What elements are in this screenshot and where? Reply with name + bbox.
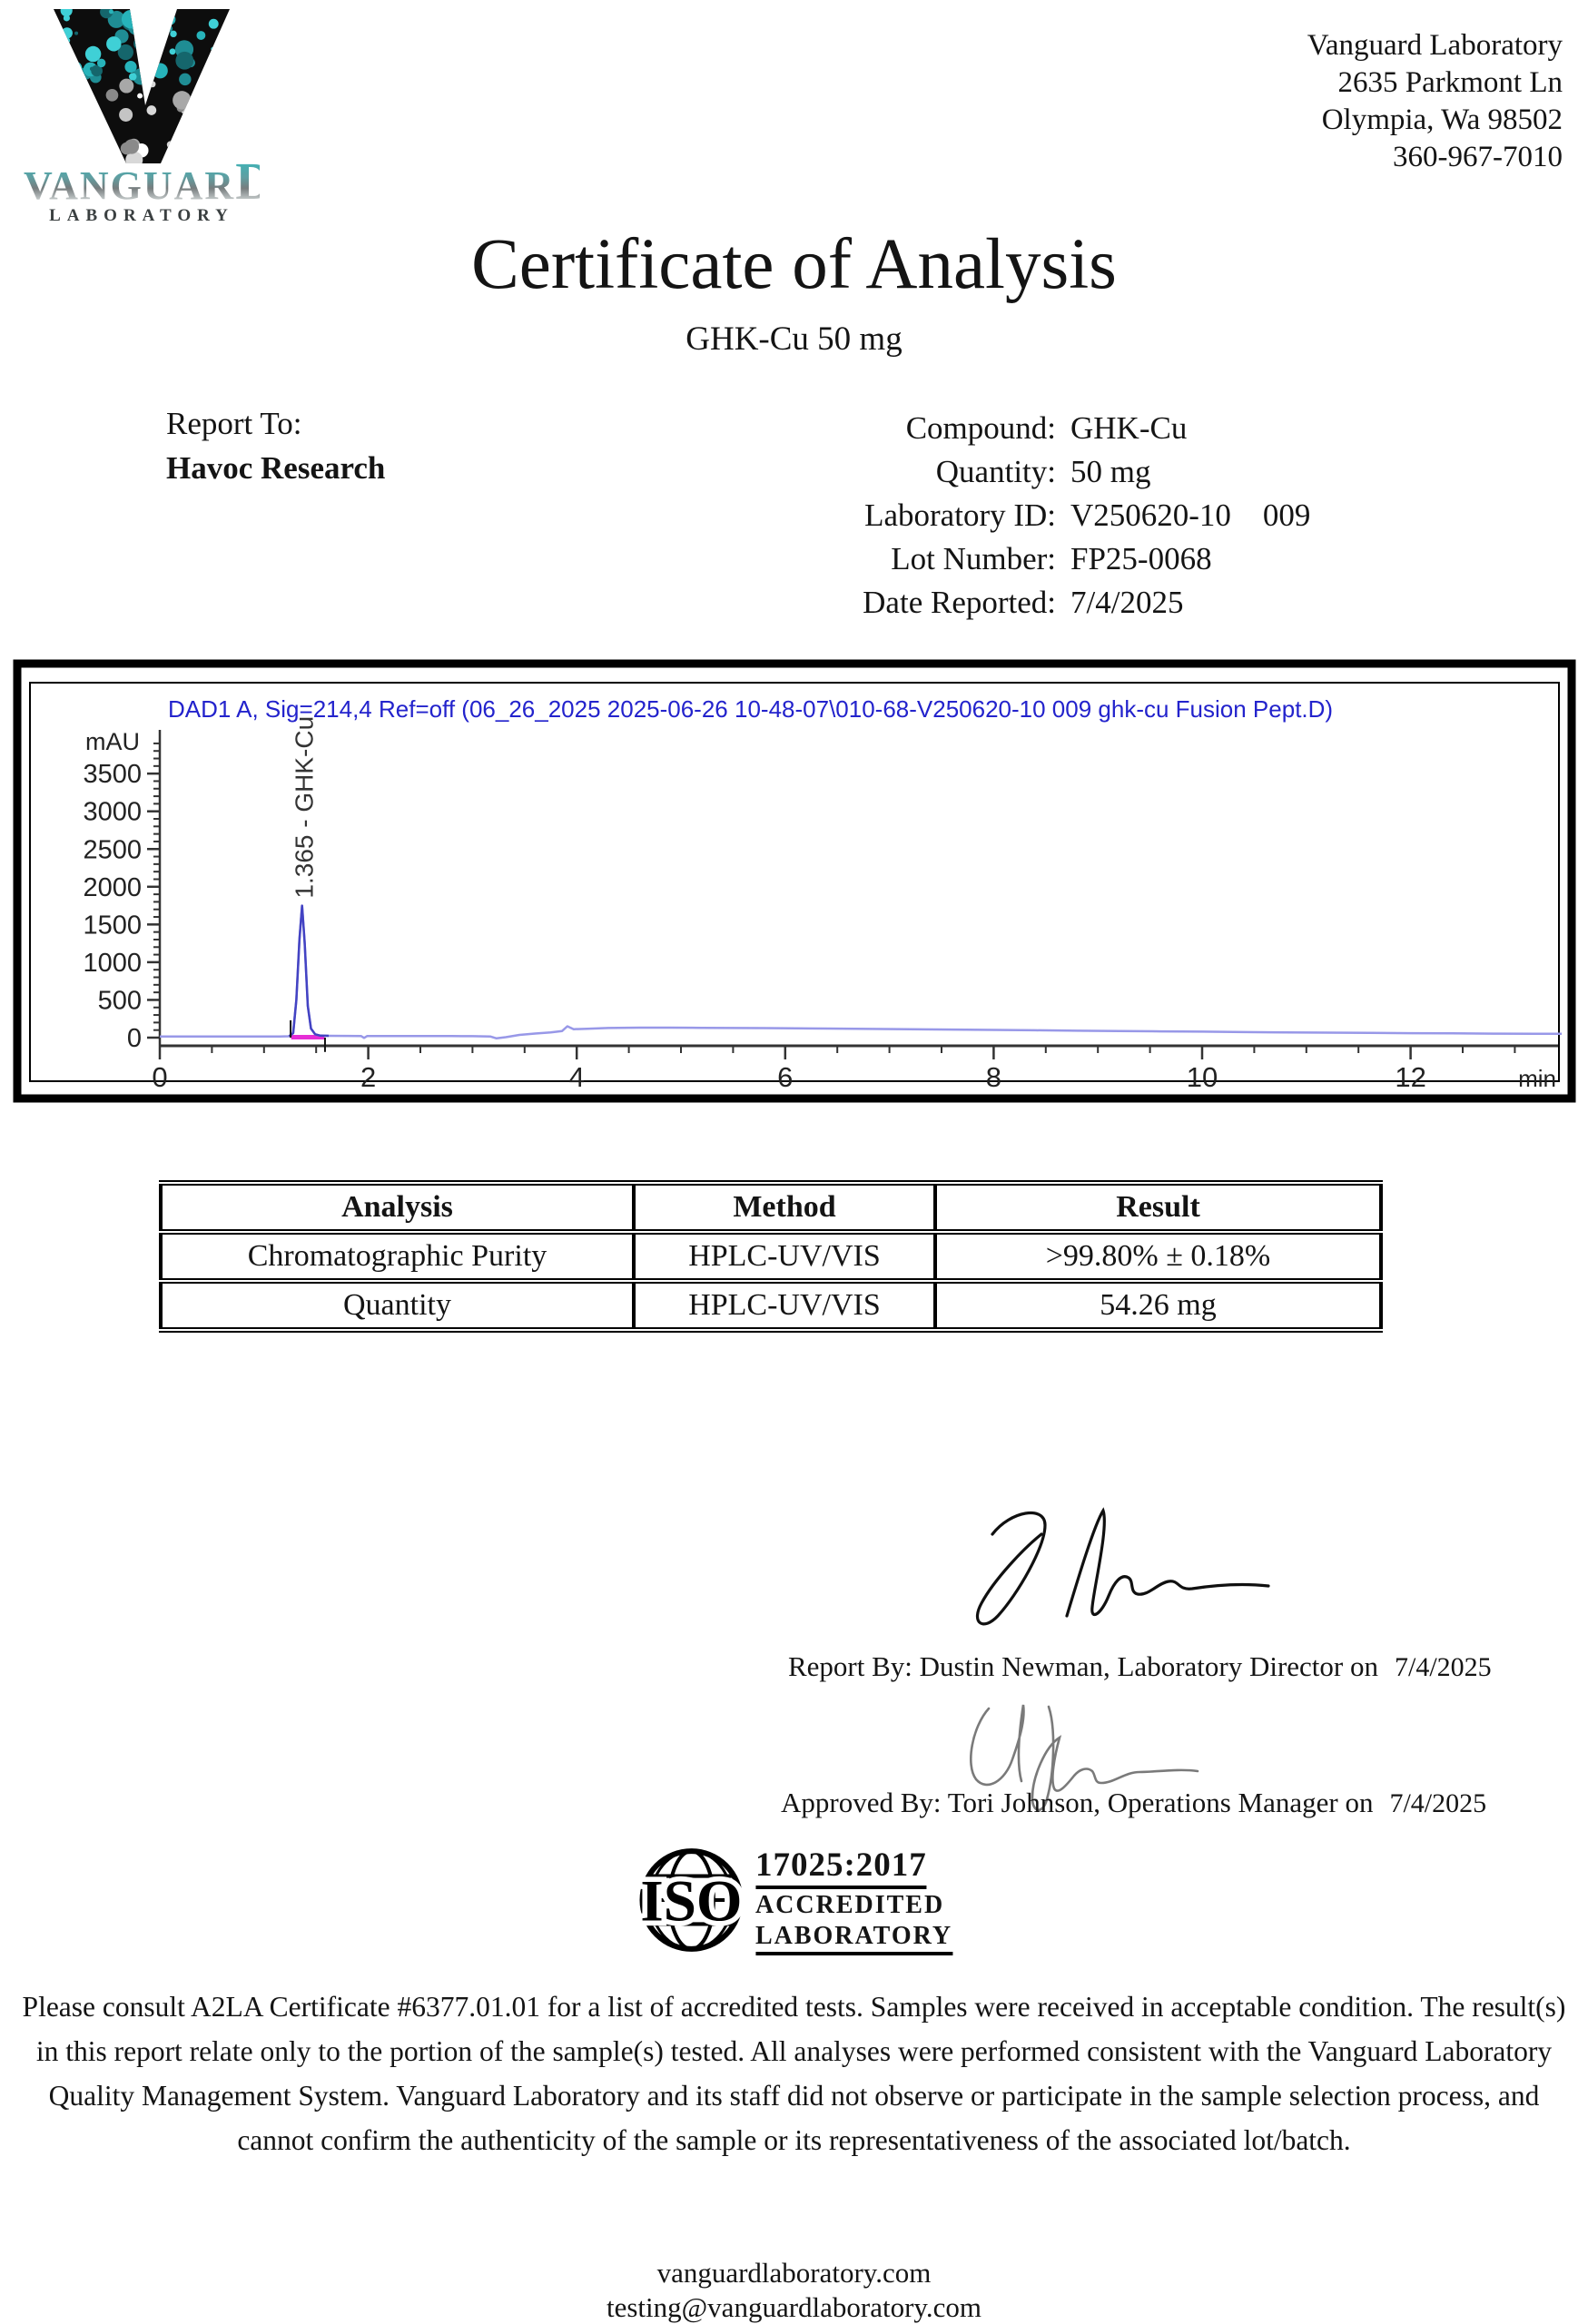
report-by-text: Report By: Dustin Newman, Laboratory Dir… — [788, 1650, 1378, 1682]
page-subtitle: GHK-Cu 50 mg — [686, 320, 902, 358]
svg-text:3500: 3500 — [83, 760, 142, 789]
svg-text:0: 0 — [127, 1024, 142, 1053]
report-date: 7/4/2025 — [1395, 1652, 1492, 1682]
detail-label: Compound: — [905, 410, 1056, 446]
svg-text:1500: 1500 — [83, 911, 142, 940]
svg-text:2000: 2000 — [83, 873, 142, 902]
page-title: Certificate of Analysis — [471, 225, 1117, 304]
detail-value: 50 mg — [1070, 454, 1151, 489]
detail-row: Lot Number: FP25-0068 — [0, 537, 1588, 581]
approved-date: 7/4/2025 — [1389, 1788, 1487, 1818]
peak-line — [288, 904, 330, 1038]
iso-accreditation: ISO 17025:2017 ACCREDITED LABORATORY — [636, 1845, 953, 1955]
svg-text:8: 8 — [986, 1061, 1001, 1093]
svg-text:1000: 1000 — [83, 949, 142, 978]
address-line: 360-967-7010 — [1393, 141, 1563, 173]
table-header-row: Analysis Method Result — [159, 1180, 1383, 1235]
chromatogram-frame: DAD1 A, Sig=214,4 Ref=off (06_26_2025 20… — [13, 659, 1576, 1103]
report-to-label: Report To: — [166, 406, 302, 441]
approved-signature — [970, 1704, 1199, 1812]
logo-wordmark: VANGUARD — [24, 152, 276, 211]
svg-text:500: 500 — [98, 986, 142, 1015]
svg-text:mAU: mAU — [85, 728, 140, 755]
report-signature — [975, 1507, 1270, 1626]
detail-row: Compound: GHK-Cu — [0, 407, 1588, 450]
trace-line — [160, 904, 1563, 1040]
detail-label: Lot Number: — [891, 541, 1056, 576]
detail-value: 7/4/2025 — [1070, 585, 1184, 620]
vanguard-logo: VANGUARD LABORATORY — [24, 5, 260, 226]
vanguard-v-icon — [54, 9, 230, 163]
svg-text:2500: 2500 — [83, 835, 142, 864]
svg-text:0: 0 — [152, 1061, 167, 1093]
address-line: Vanguard Laboratory — [1307, 29, 1563, 62]
iso-standard: 17025:2017 — [755, 1846, 927, 1889]
svg-text:12: 12 — [1395, 1061, 1425, 1093]
svg-text:4: 4 — [569, 1061, 585, 1093]
detail-label: Quantity: — [935, 454, 1056, 489]
approved-by-line: Approved By: Tori Johnson, Operations Ma… — [781, 1787, 1486, 1819]
client-name: Havoc Research — [166, 450, 386, 486]
iso-laboratory: LABORATORY — [755, 1922, 953, 1955]
chromatogram: DAD1 A, Sig=214,4 Ref=off (06_26_2025 20… — [13, 659, 1576, 1103]
svg-text:DAD1 A, Sig=214,4 Ref=off (06_: DAD1 A, Sig=214,4 Ref=off (06_26_2025 20… — [168, 695, 1333, 723]
address-line: 2635 Parkmont Ln — [1337, 66, 1563, 99]
header-method: Method — [632, 1180, 937, 1235]
detail-value: GHK-Cu — [1070, 410, 1188, 446]
detail-label: Date Reported: — [863, 585, 1056, 620]
cell-analysis: Quantity — [159, 1278, 636, 1333]
report-by-line: Report By: Dustin Newman, Laboratory Dir… — [788, 1650, 1492, 1683]
detail-row: Laboratory ID: V250620-10 009 — [0, 494, 1588, 537]
svg-text:ISO: ISO — [640, 1868, 742, 1934]
header-analysis: Analysis — [159, 1180, 636, 1235]
iso-accredited: ACCREDITED — [755, 1890, 945, 1919]
header-result: Result — [933, 1180, 1383, 1235]
cell-analysis: Chromatographic Purity — [159, 1229, 636, 1284]
svg-text:10: 10 — [1187, 1061, 1218, 1093]
detail-label: Laboratory ID: — [864, 497, 1056, 533]
lab-address-block: Vanguard Laboratory 2635 Parkmont Ln Oly… — [1307, 27, 1563, 176]
table-row: Quantity HPLC-UV/VIS 54.26 mg — [159, 1278, 1383, 1333]
svg-text:min: min — [1518, 1065, 1556, 1092]
detail-row: Quantity: 50 mg — [0, 450, 1588, 494]
iso-text-block: 17025:2017 ACCREDITED LABORATORY — [755, 1846, 953, 1955]
table-row: Chromatographic Purity HPLC-UV/VIS >99.8… — [159, 1229, 1383, 1284]
peak-label: 1.365 - GHK-Cu — [291, 716, 319, 899]
svg-text:2: 2 — [360, 1061, 376, 1093]
svg-text:6: 6 — [777, 1061, 793, 1093]
address-line: Olympia, Wa 98502 — [1321, 103, 1563, 136]
cell-result: >99.80% ± 0.18% — [933, 1229, 1383, 1284]
detail-row: Date Reported: 7/4/2025 — [0, 581, 1588, 625]
logo-subtitle: LABORATORY — [49, 206, 234, 225]
detail-value: V250620-10 009 — [1070, 497, 1311, 533]
cell-result: 54.26 mg — [933, 1278, 1383, 1333]
cell-method: HPLC-UV/VIS — [632, 1278, 937, 1333]
disclaimer-text: Please consult A2LA Certificate #6377.01… — [22, 1991, 1566, 2156]
website-link: vanguardlaboratory.com — [656, 2257, 932, 2289]
cell-method: HPLC-UV/VIS — [632, 1229, 937, 1284]
iso-globe-icon: ISO — [636, 1848, 746, 1952]
results-table: Analysis Method Result Chromatographic P… — [159, 1180, 1383, 1333]
report-to-block: Report To: Havoc Research — [166, 401, 385, 490]
approved-by-text: Approved By: Tori Johnson, Operations Ma… — [781, 1787, 1374, 1818]
sample-details: Compound: GHK-Cu Quantity: 50 mg Laborator… — [0, 407, 1588, 625]
email-link: testing@vanguardlaboratory.com — [606, 2291, 982, 2323]
svg-text:3000: 3000 — [83, 798, 142, 827]
detail-value: FP25-0068 — [1070, 541, 1212, 576]
